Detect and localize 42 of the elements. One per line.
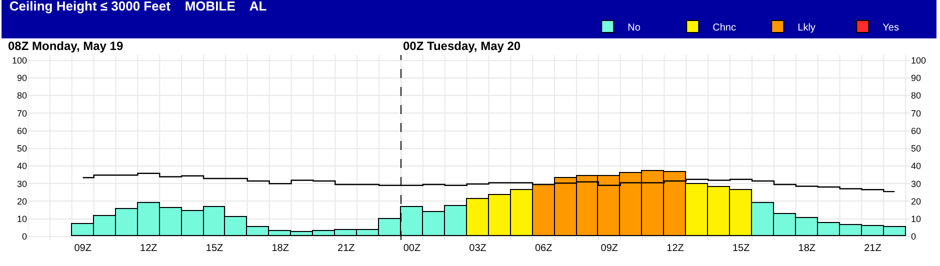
y-tick-label: 70 (16, 108, 27, 118)
x-tick-label: 09Z (600, 243, 618, 254)
y-tick-label: 10 (16, 214, 27, 224)
y2-tick-label: 70 (911, 108, 922, 118)
y2-tick-label: 50 (911, 144, 922, 154)
x-tick-label: 18Z (798, 243, 816, 254)
y-tick-label: 0 (22, 232, 27, 242)
chart-title: Ceiling Height ≤ 3000 Feet MOBILE AL (9, 0, 267, 14)
x-tick-label: 21Z (864, 243, 882, 254)
legend-label: Chnc (712, 22, 736, 34)
y-tick-label: 40 (16, 161, 27, 172)
legend-label: Lkly (798, 22, 816, 34)
x-tick-label: 00Z (403, 243, 421, 254)
legend-label: No (628, 22, 641, 34)
x-tick-label: 15Z (206, 243, 224, 254)
ref-line-label: 00Z Tuesday, May 20 (403, 39, 521, 53)
y2-tick-label: 80 (911, 90, 922, 101)
x-tick-label: 09Z (74, 243, 92, 254)
y-tick-label: 50 (16, 144, 27, 154)
y2-tick-label: 90 (911, 73, 922, 84)
y-tick-label: 60 (16, 126, 27, 136)
y-tick-label: 80 (16, 90, 27, 101)
y2-tick-label: 0 (911, 232, 916, 242)
y-tick-label: 20 (16, 196, 27, 206)
x-tick-label: 21Z (338, 243, 355, 254)
y2-tick-label: 10 (911, 214, 922, 224)
x-tick-label: 06Z (534, 243, 552, 254)
y-tick-label: 90 (16, 73, 27, 84)
x-tick-label: 18Z (272, 243, 289, 254)
y-tick-label: 30 (16, 178, 27, 189)
x-tick-label: 15Z (732, 243, 750, 254)
x-tick-label: 03Z (469, 243, 486, 254)
y2-tick-label: 60 (911, 126, 922, 136)
x-tick-label: 12Z (140, 243, 158, 254)
text: 08Z Monday, May 19 (8, 39, 124, 53)
y2-tick-label: 30 (911, 178, 922, 189)
y2-tick-label: 20 (911, 196, 922, 206)
x-tick-label: 12Z (666, 243, 684, 254)
legend-label: Yes (882, 22, 899, 34)
y2-tick-label: 40 (911, 161, 922, 172)
y-tick-label: 100 (12, 55, 27, 66)
y2-tick-label: 100 (911, 55, 926, 66)
